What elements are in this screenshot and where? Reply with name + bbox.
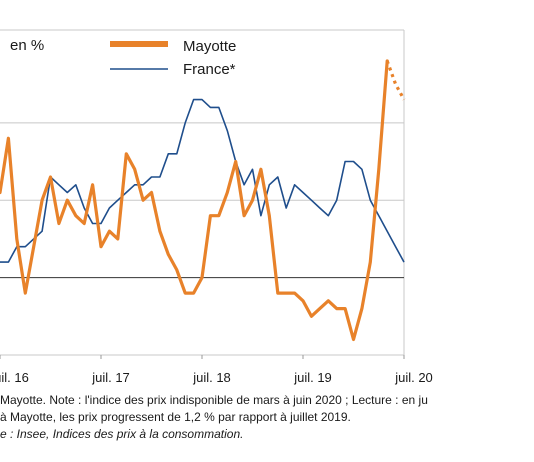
x-tick-label-1: juil. 17 [91, 370, 130, 385]
series-line-mayotte-projected [385, 60, 406, 101]
chart-notes: Mayotte. Note : l'indice des prix indisp… [0, 392, 534, 443]
series-line-france [0, 98, 405, 263]
x-tick-label-0: juil. 16 [0, 370, 29, 385]
series-layer [0, 59, 406, 342]
x-tick-label-3: juil. 19 [293, 370, 332, 385]
x-tick-labels: juil. 16 juil. 17 juil. 18 juil. 19 juil. 20 [0, 355, 433, 385]
legend-label-mayotte: Mayotte [183, 38, 236, 55]
legend-label-france: France* [183, 61, 236, 78]
note-line-1: Mayotte. Note : l'indice des prix indisp… [0, 393, 428, 407]
x-tick-label-2: juil. 18 [192, 370, 231, 385]
x-tick-label-4: juil. 20 [394, 370, 433, 385]
series-line-mayotte [0, 59, 389, 342]
legend-swatch-mayotte [110, 41, 168, 47]
note-line-2: à Mayotte, les prix progressent de 1,2 %… [0, 410, 351, 424]
legend: Mayotte France* [110, 38, 236, 78]
unit-label: en % [10, 37, 44, 54]
gridlines [0, 29, 404, 201]
source-line: e : Insee, Indices des prix à la consomm… [0, 427, 244, 441]
chart-axes [0, 30, 405, 356]
